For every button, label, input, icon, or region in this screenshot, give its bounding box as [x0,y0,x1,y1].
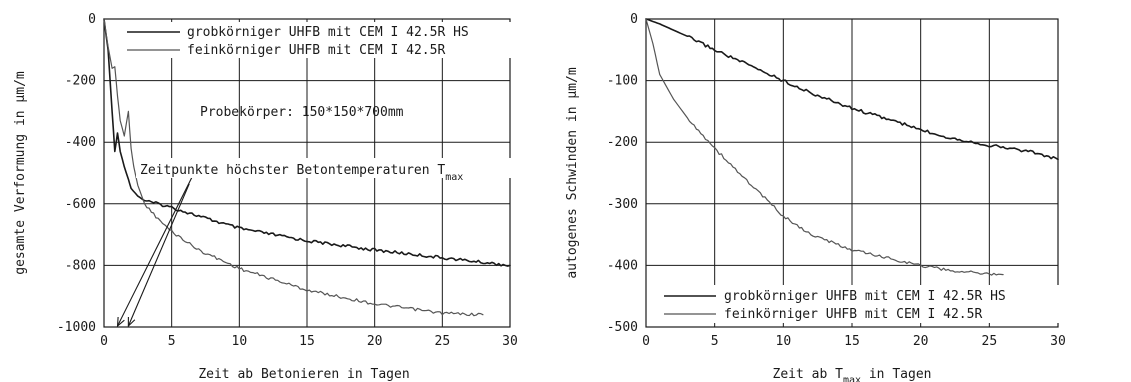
legend-label-fein: feinkörniger UHFB mit CEM I 42.5R [187,43,445,58]
x-tick-label: 5 [711,334,719,349]
y-tick-label: -300 [607,197,638,212]
y-tick-label: -400 [607,258,638,273]
x-axis-label: Zeit ab Betonieren in Tagen [198,367,409,382]
x-tick-label: 25 [435,334,451,349]
series-line-feinkoernig [103,18,484,317]
y-tick-label: -1000 [57,320,96,335]
y-tick-label: 0 [88,12,96,27]
x-tick-label: 5 [168,334,176,349]
y-tick-labels: 0 -200 -400 -600 -800 -1000 [57,12,96,335]
y-tick-label: 0 [630,12,638,27]
y-tick-label: -500 [607,320,638,335]
legend-background [652,285,1125,323]
tmax-arrow-line [127,183,190,327]
y-tick-label: -200 [65,74,96,89]
x-tick-label: 15 [844,334,860,349]
y-tick-label: -600 [65,197,96,212]
legend-label-fein: feinkörniger UHFB mit CEM I 42.5R [724,307,982,322]
legend-background [120,22,582,58]
x-tick-label: 20 [913,334,929,349]
x-tick-labels: 0 5 10 15 20 25 30 [642,334,1066,349]
y-axis-label: autogenes Schwinden in µm/m [565,67,580,278]
chart-total-deformation: 0 5 10 15 20 25 30 0 -200 -400 -600 -800 -1000 grob… [13,12,582,382]
tmax-arrows [116,174,194,328]
x-axis-label: Zeit ab Tmax in Tagen [773,367,932,382]
series-lines [103,18,511,317]
x-axis-label-subscript: max [843,375,861,382]
y-tick-label: -200 [607,135,638,150]
x-tick-label: 10 [232,334,248,349]
x-axis-label-suffix: in Tagen [861,367,931,382]
tmax-annotation-background [136,158,572,178]
x-axis-label-main: Zeit ab T [773,367,844,382]
y-tick-label: -400 [65,135,96,150]
x-tick-label: 25 [982,334,998,349]
chart-autogenous-shrinkage: 0 5 10 15 20 25 30 0 -100 -200 -300 -400 -500 grobk… [565,12,1125,382]
x-tick-label: 15 [299,334,315,349]
legend-label-grob: grobkörniger UHFB mit CEM I 42.5R HS [187,25,469,40]
series-lines [645,18,1059,276]
series-line-feinkoernig [645,18,1004,276]
specimen-annotation: Probekörper: 150*150*700mm [200,105,404,120]
y-tick-labels: 0 -100 -200 -300 -400 -500 [607,12,638,335]
tmax-annotation: Zeitpunkte höchster Betontemperaturen Tm… [140,163,463,183]
y-tick-label: -100 [607,74,638,89]
x-tick-label: 20 [367,334,383,349]
grid-lines [645,18,1059,328]
x-tick-label: 30 [502,334,518,349]
series-line-grobkoernig [103,18,511,267]
x-tick-label: 10 [776,334,792,349]
y-axis-label: gesamte Verformung in µm/m [13,71,28,275]
legend-label-grob: grobkörniger UHFB mit CEM I 42.5R HS [724,289,1006,304]
x-tick-label: 0 [100,334,108,349]
tmax-arrow-head [127,316,136,328]
series-line-grobkoernig [645,18,1059,161]
x-tick-label: 0 [642,334,650,349]
tmax-annotation-subscript: max [445,172,463,183]
tmax-arrow-head [116,316,125,328]
y-tick-label: -800 [65,258,96,273]
x-tick-label: 30 [1050,334,1066,349]
x-tick-labels: 0 5 10 15 20 25 30 [100,334,518,349]
tmax-arrow-line [117,174,194,327]
tmax-annotation-main: Zeitpunkte höchster Betontemperaturen T [140,163,445,178]
plot-frame [645,18,1059,328]
